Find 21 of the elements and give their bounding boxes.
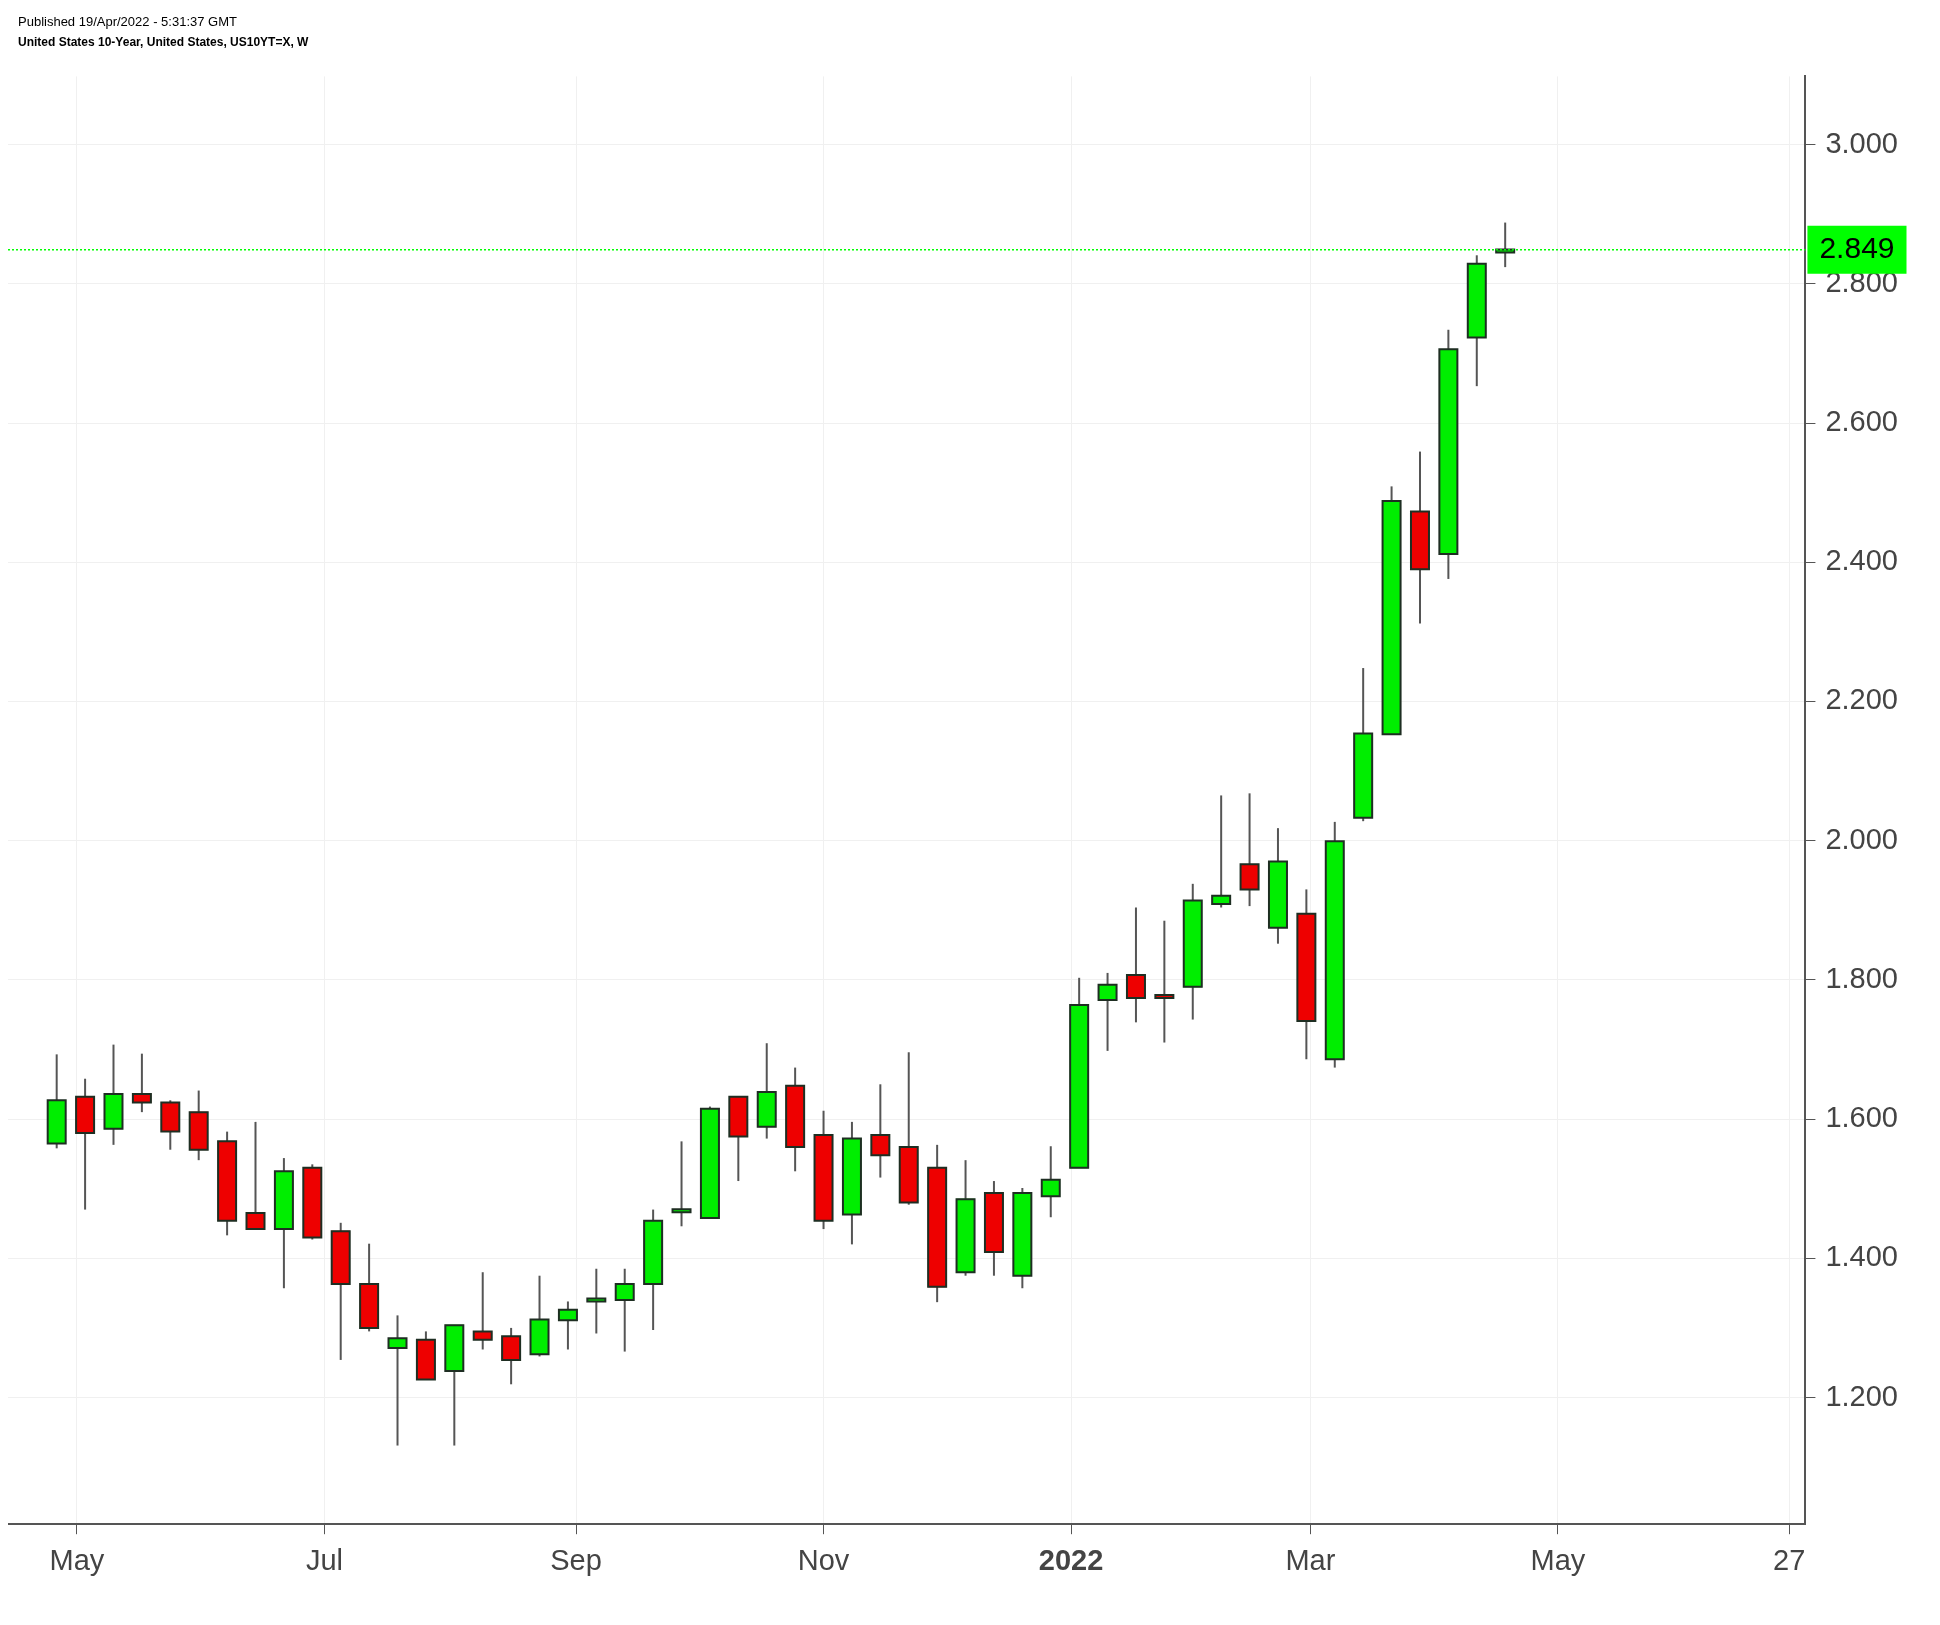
ref-line-label: 2.849 [1819,230,1895,264]
y-tick-label: 2.000 [1825,822,1899,855]
y-tick-label: 3.000 [1825,126,1899,159]
y-tick-label: 1.200 [1825,1379,1899,1412]
y-tick-label: 2.400 [1825,544,1899,577]
y-tick-label: 2.600 [1825,405,1899,438]
x-tick-label: Sep [550,1543,602,1576]
x-tick-label: Jul [305,1543,344,1576]
x-tick-label: 2022 [1038,1543,1104,1576]
text: Published 19/Apr/2022 - 5:31:37 GMT [17,13,238,29]
x-tick-label: May [49,1543,105,1576]
y-tick-label: 1.400 [1825,1240,1899,1273]
chart-title: United States 10-Year, United States, US10YT=X, W [17,34,310,49]
x-tick-label: May [1530,1543,1586,1576]
y-tick-label: 1.600 [1825,1101,1899,1134]
y-tick-label: 1.800 [1825,961,1899,994]
y-tick-label: 2.200 [1825,683,1899,716]
x-tick-label: Mar [1285,1543,1336,1576]
x-tick-label: Nov [797,1543,850,1576]
y-tick-label: 2.800 [1825,265,1899,298]
x-tick-label: 27 [1773,1543,1806,1576]
